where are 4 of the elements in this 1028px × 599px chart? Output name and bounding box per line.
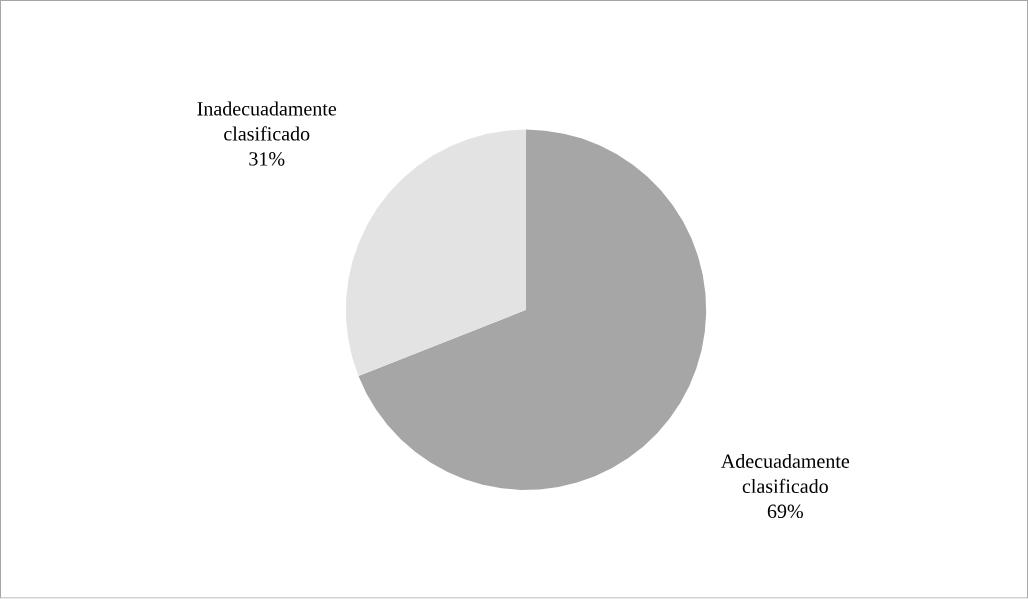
slice-label: Inadecuadamente clasificado xyxy=(197,101,337,141)
slice-label: Adecuadamente clasificado xyxy=(721,454,850,494)
data-label: 69% xyxy=(767,504,803,519)
data-label: 31% xyxy=(249,152,285,166)
